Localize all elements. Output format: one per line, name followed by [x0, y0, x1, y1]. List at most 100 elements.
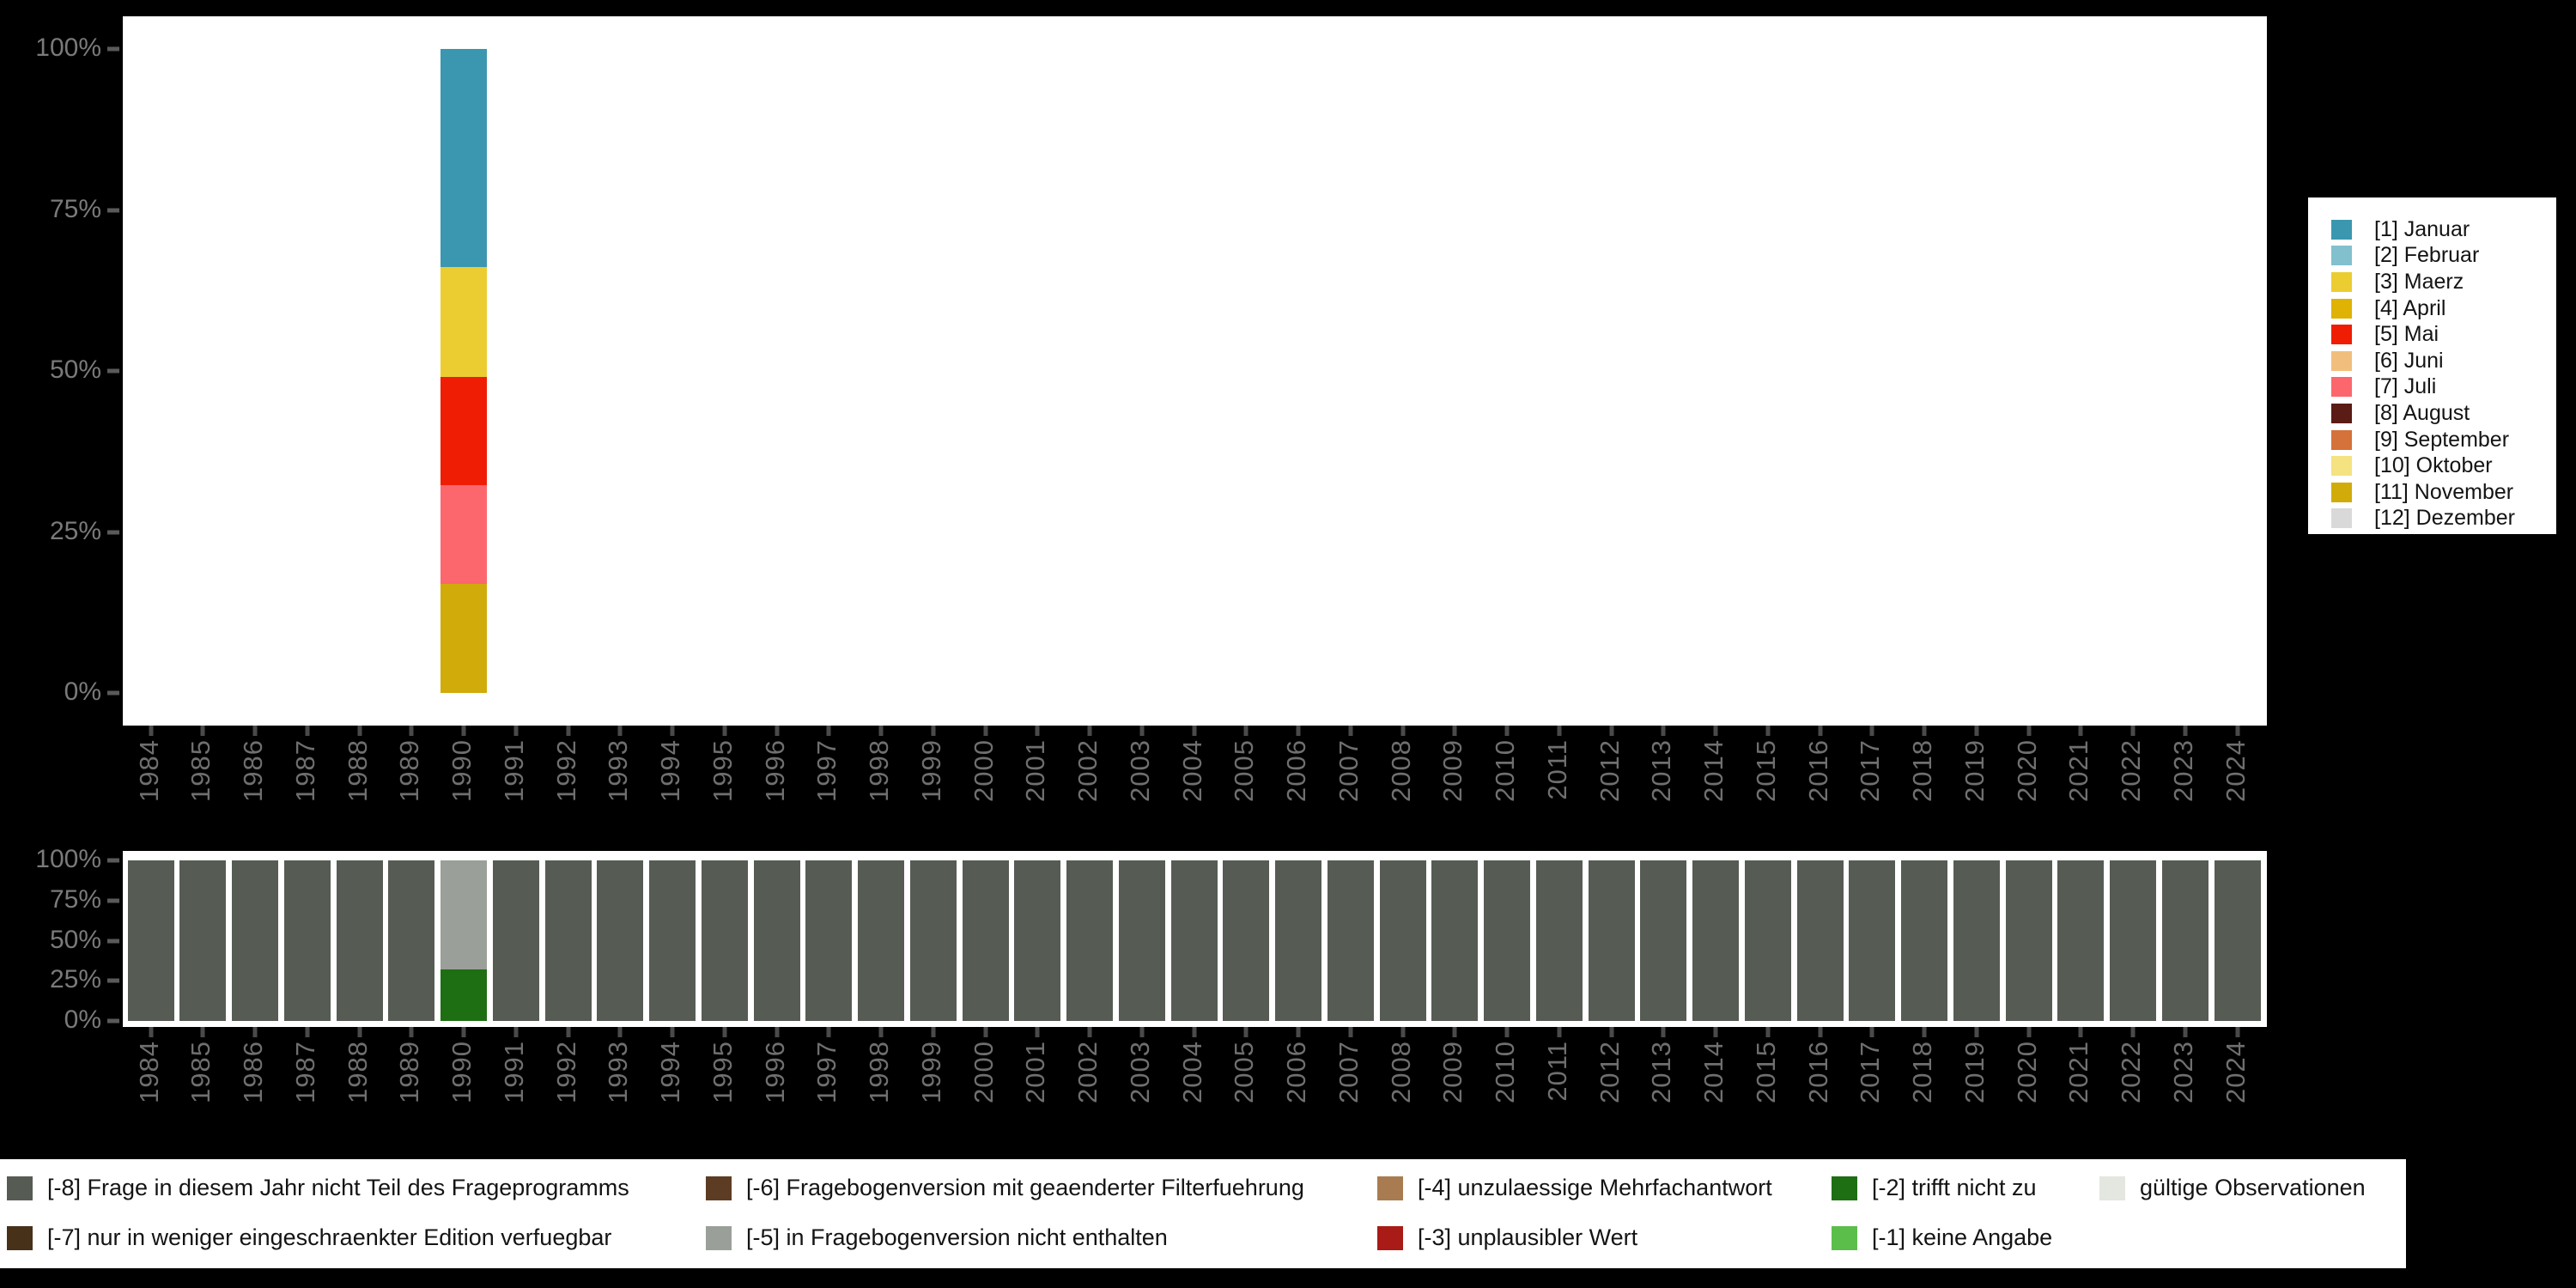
x-axis-tick: [566, 1027, 570, 1037]
x-axis-year-text: 2021: [2063, 739, 2094, 802]
x-axis-tick: [2235, 1027, 2239, 1037]
x-axis-tick: [1609, 726, 1613, 736]
x-axis-tick: [1713, 1027, 1718, 1037]
bar-segment-2005: [1223, 860, 1270, 1021]
months-legend-label: [8] August: [2374, 400, 2470, 425]
x-axis-tick: [252, 1027, 258, 1037]
x-axis-tick: [1348, 726, 1353, 736]
x-axis-year-text: 2012: [1594, 739, 1625, 802]
x-axis-tick: [513, 1027, 519, 1037]
legend-color-swatch: [1832, 1176, 1857, 1200]
bar-segment-2007: [1327, 860, 1374, 1021]
bar-segment-2020: [2005, 860, 2052, 1021]
x-axis-tick: [1400, 1027, 1405, 1037]
y-axis-tick-mark: [107, 858, 119, 863]
x-axis-year-text: 2009: [1437, 1041, 1468, 1103]
x-axis-year-text: 2020: [2011, 1041, 2042, 1103]
bar-segment-2015: [1744, 860, 1791, 1021]
bar-segment-1999: [909, 860, 957, 1021]
months-legend-row: [10] Oktober: [2331, 453, 2493, 479]
missing-legend-label: [-2] trifft nicht zu: [1872, 1174, 2037, 1200]
x-axis-tick: [1869, 726, 1874, 736]
y-axis-tick-label: 25%: [49, 965, 101, 994]
x-axis-tick: [1818, 1027, 1822, 1037]
y-axis-tick-label: 0%: [64, 677, 101, 706]
months-legend-label: [6] Juni: [2374, 348, 2444, 373]
months-legend-row: [3] Maerz: [2331, 269, 2464, 295]
x-axis-year-text: 1999: [915, 739, 946, 802]
x-axis-year-text: 1992: [550, 1041, 581, 1103]
x-axis-year-text: 2019: [1959, 739, 1990, 802]
months-legend-row: [6] Juni: [2331, 348, 2444, 374]
x-axis-tick: [1452, 726, 1457, 736]
x-axis-year-text: 1988: [342, 739, 373, 802]
x-axis-tick: [1922, 726, 1927, 736]
x-axis-year-text: 1985: [185, 1041, 216, 1103]
legend-color-swatch: [7, 1226, 33, 1250]
y-axis-tick-mark: [107, 208, 119, 212]
y-axis-tick-label: 75%: [49, 884, 101, 914]
x-axis-year-text: 1990: [447, 1041, 477, 1103]
x-axis-tick: [983, 1027, 987, 1037]
x-axis-tick: [1974, 1027, 1979, 1037]
x-axis-tick: [1348, 1027, 1353, 1037]
x-axis-year-text: 2007: [1333, 1041, 1364, 1103]
x-axis-year-text: 2017: [1855, 739, 1886, 802]
x-axis-year-text: 2003: [1124, 1041, 1155, 1103]
x-axis-tick: [149, 726, 153, 736]
x-axis-year-text: 1993: [603, 1041, 634, 1103]
legend-color-swatch: [1377, 1176, 1403, 1200]
bar-segment-2010: [1484, 860, 1530, 1021]
x-axis-tick: [357, 1027, 361, 1037]
months-legend-row: [4] April: [2331, 295, 2445, 322]
x-axis-tick: [2078, 726, 2083, 736]
legend-color-swatch: [2331, 219, 2352, 240]
x-axis-year-text: 2010: [1490, 1041, 1520, 1103]
x-axis-tick: [878, 726, 884, 736]
x-axis-tick: [775, 1027, 779, 1037]
legend-color-swatch: [2331, 429, 2352, 450]
x-axis-tick: [513, 726, 519, 736]
x-axis-year-text: 2004: [1176, 739, 1207, 802]
x-axis-year-text: 2015: [1750, 1041, 1781, 1103]
x-axis-tick: [1452, 1027, 1457, 1037]
x-axis-year-text: 1984: [133, 739, 164, 802]
x-axis-year-text: 2023: [2167, 739, 2198, 802]
x-axis-tick: [2183, 726, 2188, 736]
x-axis-tick: [1243, 726, 1249, 736]
months-legend-label: [2] Februar: [2374, 243, 2480, 268]
x-axis-year-text: 1998: [864, 1041, 894, 1103]
x-axis-year-text: 2022: [2116, 739, 2146, 802]
months-legend-row: [7] Juli: [2331, 374, 2436, 401]
x-axis-year-text: 2006: [1281, 1041, 1311, 1103]
x-axis-year-text: 1985: [185, 739, 216, 802]
bar-segment-1990: [440, 969, 487, 1021]
x-axis-tick: [2078, 1027, 2083, 1037]
months-legend-row: [5] Mai: [2331, 321, 2439, 348]
x-axis-tick: [200, 726, 205, 736]
x-axis-year-text: 1984: [133, 1041, 164, 1103]
x-axis-year-text: 2006: [1281, 739, 1311, 802]
legend-color-swatch: [2331, 325, 2352, 345]
x-axis-year-text: 2021: [2063, 1041, 2094, 1103]
x-axis-year-text: 1994: [655, 1041, 685, 1103]
x-axis-tick: [878, 1027, 884, 1037]
x-axis-year-text: 1987: [289, 1041, 320, 1103]
bar-segment-1996: [753, 860, 800, 1021]
x-axis-year-text: 2017: [1855, 1041, 1886, 1103]
bar-segment-1993: [597, 860, 644, 1021]
x-axis-year-text: 1998: [864, 739, 894, 802]
x-axis-tick: [1869, 1027, 1874, 1037]
bar-segment-1989: [388, 860, 435, 1021]
x-axis-tick: [1296, 726, 1301, 736]
x-axis-tick: [1765, 1027, 1771, 1037]
x-axis-tick: [1974, 726, 1979, 736]
months-legend-row: [1] Januar: [2331, 216, 2470, 243]
x-axis-tick: [1139, 726, 1145, 736]
months-legend-label: [12] Dezember: [2374, 506, 2515, 531]
y-axis-tick-label: 100%: [35, 844, 101, 873]
x-axis-tick: [1557, 1027, 1562, 1037]
x-axis-tick: [461, 1027, 466, 1037]
missing-legend-label: [-7] nur in weniger eingeschraenkter Edi…: [47, 1224, 612, 1250]
x-axis-year-text: 2004: [1176, 1041, 1207, 1103]
